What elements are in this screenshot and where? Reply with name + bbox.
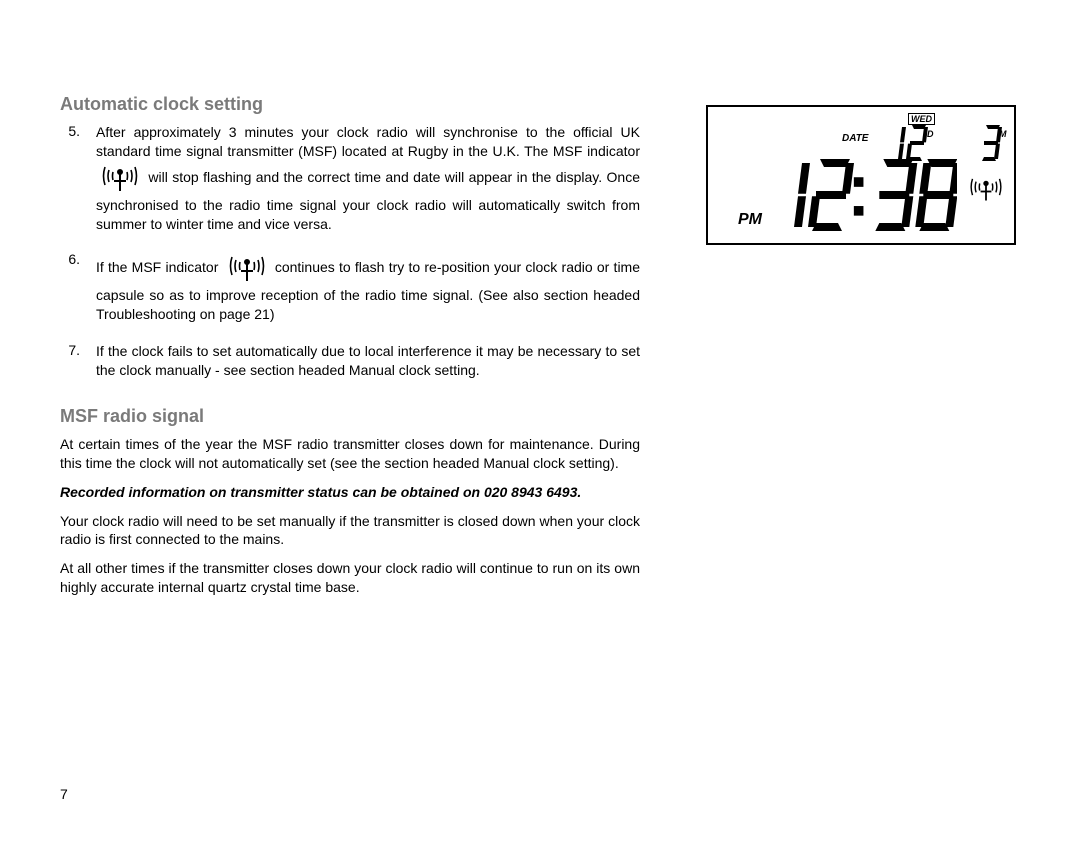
step-number: 5. xyxy=(60,123,80,233)
section-title-auto-clock: Automatic clock setting xyxy=(60,94,640,115)
step-text-after: will stop flashing and the correct time … xyxy=(96,169,640,232)
step-body: If the clock fails to set automatically … xyxy=(96,342,640,380)
lcd-time-value xyxy=(764,159,957,240)
lcd-date-label: DATE xyxy=(842,133,868,144)
msf-para-4: At all other times if the transmitter cl… xyxy=(60,559,640,597)
step-5: 5. After approximately 3 minutes your cl… xyxy=(60,123,640,233)
lcd-weekday: WED xyxy=(908,113,935,125)
lcd-ampm: PM xyxy=(738,211,762,229)
manual-page-content: Automatic clock setting 5. After approxi… xyxy=(60,94,640,607)
lcd-month-value xyxy=(954,125,1002,169)
step-number: 7. xyxy=(60,342,80,380)
step-7: 7. If the clock fails to set automatical… xyxy=(60,342,640,380)
antenna-signal-icon xyxy=(227,251,267,286)
msf-para-1: At certain times of the year the MSF rad… xyxy=(60,435,640,473)
step-6: 6. If the MSF indicator continues to fla… xyxy=(60,251,640,324)
step-body: After approximately 3 minutes your clock… xyxy=(96,123,640,233)
step-text-before: If the MSF indicator xyxy=(96,260,223,276)
step-body: If the MSF indicator continues to flash … xyxy=(96,251,640,324)
step-number: 6. xyxy=(60,251,80,324)
antenna-signal-icon xyxy=(968,173,1004,206)
page-number: 7 xyxy=(60,786,68,802)
section-title-msf: MSF radio signal xyxy=(60,406,640,427)
lcd-display: WED DATE D M PM xyxy=(706,105,1016,245)
msf-para-2: Recorded information on transmitter stat… xyxy=(60,483,640,502)
msf-section: MSF radio signal At certain times of the… xyxy=(60,406,640,597)
msf-para-3: Your clock radio will need to be set man… xyxy=(60,512,640,550)
antenna-signal-icon xyxy=(100,161,140,196)
step-text-before: After approximately 3 minutes your clock… xyxy=(96,124,640,159)
